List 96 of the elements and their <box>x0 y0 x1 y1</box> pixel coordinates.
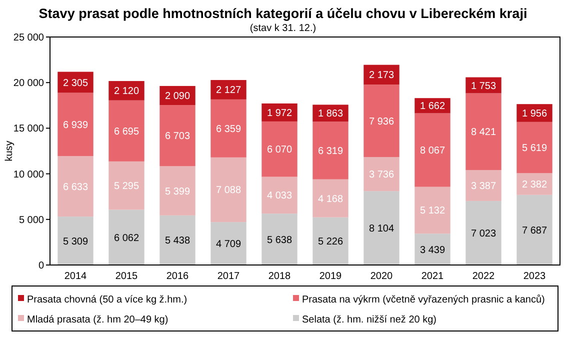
bar <box>262 121 298 177</box>
data-label: 5 438 <box>164 236 190 247</box>
chart-subtitle: (stav k 31. 12.) <box>250 23 316 34</box>
data-label: 1 662 <box>420 101 446 112</box>
bar <box>108 100 144 162</box>
bar <box>516 122 552 174</box>
data-label: 8 421 <box>470 127 496 138</box>
data-label: 5 295 <box>114 181 140 192</box>
bar <box>108 210 144 265</box>
bar <box>414 234 450 265</box>
data-label: 6 359 <box>216 124 242 135</box>
bar <box>312 122 348 180</box>
bar <box>58 216 94 265</box>
x-tick-label: 2019 <box>319 271 342 282</box>
bar <box>210 99 246 158</box>
data-label: 5 619 <box>522 143 548 154</box>
chart-title: Stavy prasat podle hmotnostních kategorií a účelu chovu v Libereckém kraji <box>38 6 528 21</box>
data-label: 2 090 <box>164 91 190 102</box>
bar <box>262 176 298 214</box>
y-axis-title: kusy <box>4 140 15 162</box>
bar <box>414 186 450 234</box>
data-label: 3 736 <box>368 170 394 181</box>
bar <box>108 81 144 100</box>
x-tick-label: 2021 <box>421 271 444 282</box>
data-label: 1 972 <box>266 108 292 119</box>
data-label: 3 439 <box>420 244 446 256</box>
data-label: 6 695 <box>114 126 140 138</box>
bar <box>210 80 246 100</box>
bar <box>466 200 502 265</box>
bar <box>516 173 552 195</box>
data-label: 7 687 <box>522 225 548 236</box>
bar <box>58 156 94 217</box>
x-tick-label: 2016 <box>166 271 190 282</box>
data-label: 6 319 <box>318 146 344 158</box>
bar <box>262 103 298 122</box>
x-tick-label: 2020 <box>370 271 394 282</box>
data-label: 5 309 <box>62 236 88 248</box>
bar <box>58 92 94 156</box>
data-label: 4 168 <box>318 194 344 205</box>
bar <box>364 191 400 265</box>
y-tick-label: 25 000 <box>13 32 44 44</box>
bar <box>108 161 144 210</box>
bar <box>160 105 196 166</box>
data-label: 1 753 <box>470 80 496 92</box>
bar <box>466 93 502 170</box>
y-tick-label: 0 <box>38 260 44 272</box>
data-label: 2 382 <box>522 180 548 191</box>
x-tick-label: 2015 <box>115 271 138 282</box>
data-label: 6 070 <box>266 144 292 156</box>
bar <box>414 113 450 187</box>
legend-label: Mladá prasata (ž. hm 20–49 kg) <box>27 314 168 326</box>
y-tick-label: 10 000 <box>13 169 44 180</box>
data-label: 5 132 <box>420 206 446 217</box>
data-label: 1 956 <box>522 108 548 120</box>
bar <box>312 179 348 218</box>
bar <box>262 214 298 265</box>
legend-label: Prasata na výkrm (včetně vyřazených prasnic a kanců) <box>302 294 545 306</box>
bar <box>160 215 196 265</box>
x-tick-label: 2017 <box>217 271 240 282</box>
x-tick-label: 2014 <box>64 271 88 282</box>
data-label: 2 127 <box>216 85 242 96</box>
data-label: 5 638 <box>266 234 292 246</box>
x-tick-label: 2022 <box>472 271 496 282</box>
data-label: 6 703 <box>164 131 190 142</box>
bar <box>312 217 348 265</box>
y-tick-label: 20 000 <box>13 78 44 90</box>
bar <box>210 157 246 222</box>
bar <box>364 84 400 158</box>
bar <box>160 166 196 216</box>
data-label: 8 104 <box>368 224 394 235</box>
data-label: 7 023 <box>470 228 496 240</box>
data-label: 2 120 <box>114 86 140 98</box>
data-label: 8 067 <box>420 146 446 157</box>
x-tick-label: 2018 <box>268 271 292 282</box>
data-label: 5 226 <box>318 236 344 248</box>
bar <box>210 222 246 265</box>
data-label: 4 033 <box>266 190 292 202</box>
legend-label: Prasata chovná (50 a více kg ž.hm.) <box>27 294 188 306</box>
y-tick-label: 15 000 <box>13 124 44 135</box>
bar <box>466 170 502 201</box>
data-label: 7 088 <box>216 185 242 196</box>
data-label: 3 387 <box>470 181 496 192</box>
bar <box>516 194 552 265</box>
data-label: 1 863 <box>318 108 344 120</box>
x-tick-label: 2023 <box>523 271 546 282</box>
bar <box>364 157 400 192</box>
data-label: 2 305 <box>62 78 88 89</box>
legend-label: Selata (ž. hm. nižší než 20 kg) <box>302 314 437 326</box>
data-label: 2 173 <box>368 70 394 82</box>
y-tick-label: 5 000 <box>18 214 44 226</box>
data-label: 6 633 <box>62 182 88 193</box>
data-label: 5 399 <box>164 186 190 198</box>
data-label: 6 939 <box>62 120 88 131</box>
data-label: 4 709 <box>216 239 242 250</box>
data-label: 7 936 <box>368 116 394 128</box>
data-label: 6 062 <box>114 232 140 244</box>
